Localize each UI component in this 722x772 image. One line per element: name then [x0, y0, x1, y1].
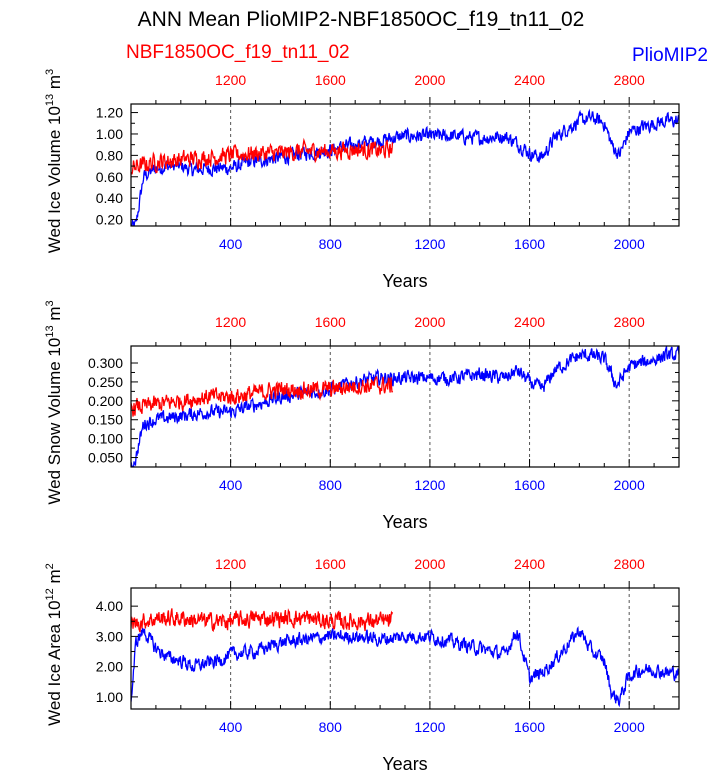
series-line-pliomip2: [131, 108, 679, 226]
y-tick-label: 1.00: [96, 689, 123, 705]
series-line-pliomip2: [131, 346, 679, 467]
top-tick-label: 2000: [414, 72, 445, 88]
top-tick-label: 2800: [614, 72, 645, 88]
legend-label-blue: PlioMIP2: [631, 45, 708, 66]
top-tick-label: 2800: [614, 556, 645, 572]
y-tick-label: 1.00: [96, 126, 123, 142]
bottom-tick-label: 400: [219, 719, 243, 735]
top-tick-label: 1200: [215, 72, 246, 88]
y-axis-label: Wed Snow Volume 1013 m3: [44, 300, 64, 504]
series-line-nbf1850oc: [131, 137, 394, 175]
y-tick-label: 0.150: [88, 412, 123, 428]
y-tick-label: 2.00: [96, 659, 123, 675]
y-axis-label: Wed Ice Volume 1013 m3: [44, 69, 64, 253]
bottom-tick-label: 1600: [514, 477, 545, 493]
y-tick-label: 0.250: [88, 374, 123, 390]
y-tick-label: 1.20: [96, 105, 123, 121]
chart-panel-2: 0.050 0.100 0.150 0.200 0.250 0.300 400 800 1200…: [44, 300, 680, 532]
bottom-tick-label: 1200: [414, 477, 445, 493]
top-tick-label: 1200: [215, 314, 246, 330]
bottom-tick-label: 1600: [514, 236, 545, 252]
bottom-tick-label: 400: [219, 236, 243, 252]
bottom-tick-label: 800: [319, 477, 343, 493]
chart-panel-3: 1.00 2.00 3.00 4.00 400 800 1200 1600 2000 1200 16…: [44, 556, 680, 772]
top-tick-label: 1600: [315, 314, 346, 330]
y-axis-label: Wed Ice Area 1012 m2: [44, 563, 64, 726]
x-axis-label: Years: [382, 271, 427, 291]
series-line-pliomip2: [131, 625, 679, 708]
bottom-tick-label: 2000: [614, 719, 645, 735]
top-tick-label: 1200: [215, 556, 246, 572]
bottom-tick-label: 2000: [614, 236, 645, 252]
x-axis-label: Years: [382, 512, 427, 532]
y-tick-label: 0.60: [96, 169, 123, 185]
top-tick-label: 2400: [514, 72, 545, 88]
bottom-tick-label: 1200: [414, 236, 445, 252]
y-tick-label: 4.00: [96, 598, 123, 614]
y-tick-label: 0.20: [96, 212, 123, 228]
bottom-tick-label: 800: [319, 236, 343, 252]
y-tick-label: 0.100: [88, 431, 123, 447]
bottom-tick-label: 1600: [514, 719, 545, 735]
y-tick-label: 0.300: [88, 355, 123, 371]
top-tick-label: 2800: [614, 314, 645, 330]
top-tick-label: 2400: [514, 556, 545, 572]
top-tick-label: 2400: [514, 314, 545, 330]
top-tick-label: 1600: [315, 72, 346, 88]
chart-panel-1: 0.20 0.40 0.60 0.80 1.00 1.20 400 800 1200 1600 20…: [44, 69, 680, 291]
series-line-nbf1850oc: [131, 375, 394, 417]
y-tick-label: 3.00: [96, 628, 123, 644]
y-tick-label: 0.80: [96, 147, 123, 163]
bottom-tick-label: 800: [319, 719, 343, 735]
figure-title: ANN Mean PlioMIP2-NBF1850OC_f19_tn11_02: [137, 8, 585, 31]
plot-frame: [130, 345, 680, 468]
plot-frame: [130, 587, 680, 710]
top-tick-label: 2000: [414, 556, 445, 572]
series-line-nbf1850oc: [131, 608, 394, 633]
bottom-tick-label: 400: [219, 477, 243, 493]
top-tick-label: 1600: [315, 556, 346, 572]
x-axis-label: Years: [382, 754, 427, 772]
bottom-tick-label: 1200: [414, 719, 445, 735]
y-tick-label: 0.200: [88, 393, 123, 409]
top-tick-label: 2000: [414, 314, 445, 330]
y-tick-label: 0.40: [96, 190, 123, 206]
y-tick-label: 0.050: [88, 450, 123, 466]
bottom-tick-label: 2000: [614, 477, 645, 493]
legend-label-red: NBF1850OC_f19_tn11_02: [126, 42, 350, 63]
